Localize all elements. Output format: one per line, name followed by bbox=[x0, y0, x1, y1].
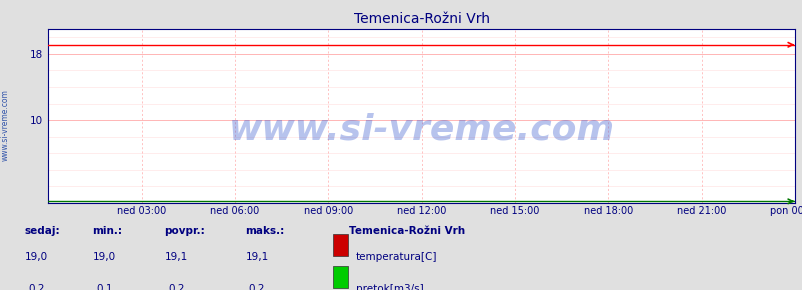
Text: sedaj:: sedaj: bbox=[24, 226, 59, 236]
Text: www.si-vreme.com: www.si-vreme.com bbox=[229, 113, 614, 147]
Text: 0,2: 0,2 bbox=[249, 284, 265, 290]
Text: 19,0: 19,0 bbox=[93, 252, 115, 262]
Text: temperatura[C]: temperatura[C] bbox=[355, 252, 436, 262]
Text: 0,1: 0,1 bbox=[96, 284, 112, 290]
Text: www.si-vreme.com: www.si-vreme.com bbox=[1, 89, 10, 161]
Text: 19,1: 19,1 bbox=[245, 252, 268, 262]
Text: 19,1: 19,1 bbox=[165, 252, 188, 262]
Text: Temenica-Rožni Vrh: Temenica-Rožni Vrh bbox=[349, 226, 465, 236]
Text: pretok[m3/s]: pretok[m3/s] bbox=[355, 284, 423, 290]
Text: maks.:: maks.: bbox=[245, 226, 284, 236]
Title: Temenica-Rožni Vrh: Temenica-Rožni Vrh bbox=[353, 12, 489, 26]
Text: 0,2: 0,2 bbox=[168, 284, 184, 290]
Text: min.:: min.: bbox=[92, 226, 122, 236]
Text: 19,0: 19,0 bbox=[25, 252, 47, 262]
Text: povpr.:: povpr.: bbox=[164, 226, 205, 236]
Bar bbox=[333, 234, 347, 256]
Text: 0,2: 0,2 bbox=[28, 284, 44, 290]
Bar bbox=[333, 266, 347, 288]
